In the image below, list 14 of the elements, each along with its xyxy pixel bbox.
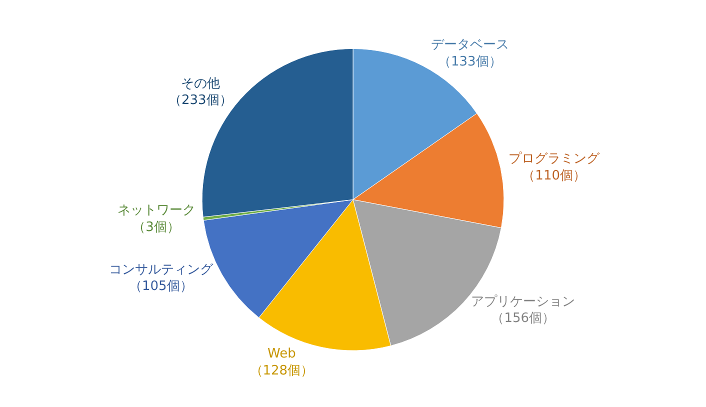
data-label: （133個）: [438, 54, 502, 70]
data-label: （105個）: [128, 279, 193, 294]
data-label: （128個）: [250, 363, 314, 378]
slice-label: データベース: [430, 37, 509, 52]
slice-label: その他: [180, 76, 220, 92]
data-label: （233個）: [168, 93, 232, 108]
data-label: （110個）: [522, 168, 586, 184]
slice-label: アプリケーション: [471, 294, 576, 310]
slice-label: プログラミング: [508, 152, 601, 167]
slice-label: ネットワーク: [117, 203, 196, 218]
slice-label: Web: [267, 346, 296, 362]
data-label: （156個）: [491, 311, 556, 326]
data-label: （3個）: [132, 220, 180, 235]
slice-label: コンサルティング: [108, 262, 214, 278]
